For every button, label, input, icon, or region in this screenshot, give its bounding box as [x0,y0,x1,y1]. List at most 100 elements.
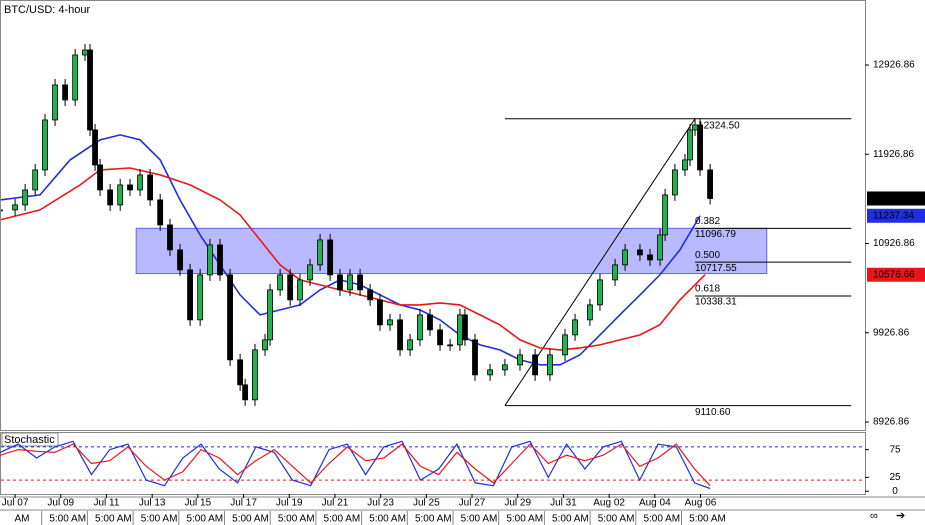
candle [622,249,629,266]
price-badge-label: 11431.00 [873,193,914,204]
candle [297,279,303,301]
candle [472,339,478,376]
candle [262,339,268,351]
moving-average [0,167,706,351]
time-label: 5:00 AM [506,514,543,525]
x-tick-label: Jul 13 [139,498,166,509]
stoch-tick-label: 0 [892,486,898,497]
candle [672,169,678,196]
time-label: 5:00 AM [49,514,86,525]
price-badge-label: 10576.66 [873,269,915,280]
x-tick-label: Jul 29 [504,498,531,509]
candle [317,239,323,266]
time-label: 5:00 AM [95,514,132,525]
x-tick-label: Jul 25 [413,498,440,509]
stoch-line [0,443,711,487]
chart-title: BTC/USD: 4-hour [4,4,91,16]
candle [307,264,313,281]
time-label: 5:00 AM [598,514,635,525]
time-label: 5:00 AM [643,514,680,525]
candle [547,354,553,376]
candle [117,184,124,206]
candle [377,299,383,326]
fib-value: 11096.79 [695,229,736,240]
stoch-title-bg [1,432,59,447]
price-frame [0,0,866,431]
candle [367,289,374,301]
time-label: 5:00 AM [369,514,406,525]
x-tick-label: Aug 06 [685,498,717,509]
x-tick-label: Jul 17 [230,498,257,509]
link-icon[interactable]: ∞ [870,510,878,522]
candle [407,339,414,351]
candle [687,129,693,161]
candle [707,169,713,199]
candle [32,169,39,191]
price-panel [0,43,852,407]
time-label: AM [15,514,30,525]
stoch-tick-label: 75 [889,444,901,455]
candle [107,189,114,206]
candle [97,164,103,191]
candle [587,304,593,321]
candle [682,159,688,171]
candle [237,359,244,386]
fib-value: 10338.31 [695,297,737,308]
x-tick-label: Jul 21 [322,498,349,509]
fib-ratio: 0.500 [695,250,720,261]
candle [227,274,233,361]
time-label: 5:00 AM [461,514,498,525]
time-label: 5:00 AM [278,514,315,525]
candle [532,354,538,376]
stoch-frame [0,432,866,495]
candle [447,344,453,347]
x-tick-label: Jul 23 [367,498,394,509]
time-label: 5:00 AM [324,514,361,525]
candle [502,364,508,371]
candle [562,334,568,356]
time-label: 5:00 AM [689,514,726,525]
candle [242,384,249,401]
x-tick-label: Aug 02 [593,498,625,509]
candle [52,84,58,121]
fib-ratio: 0.618 [695,284,720,295]
y-tick-label: 8926.86 [873,417,910,428]
candle [62,84,69,101]
candle [697,124,703,171]
candle [612,264,618,281]
y-tick-label: 10926.86 [873,238,915,249]
time-label: 5:00 AM [232,514,269,525]
arrow-icon[interactable]: ➔ [896,510,905,522]
candle [252,349,258,401]
y-tick-label: 9926.86 [873,327,910,338]
candle [92,129,98,166]
fib-ratio: 0.382 [695,216,720,227]
price-badge [867,267,925,282]
candle [662,194,668,236]
candle [167,224,173,251]
candle [127,184,133,191]
fib-low-label: 9110.60 [695,407,731,418]
candle [397,319,403,351]
candle [157,199,164,226]
y-tick-label: 11926.86 [873,149,914,160]
candle [347,274,353,291]
candle [437,329,443,346]
x-tick-label: Jul 31 [550,498,577,509]
candle [147,174,154,201]
x-tick-label: Aug 04 [639,498,671,509]
candle [457,314,463,346]
candle [357,274,363,291]
price-badge [867,208,925,223]
candle [22,189,29,206]
price-badge-label: 11237.34 [873,210,914,221]
candle [337,274,343,291]
time-label: 5:00 AM [186,514,223,525]
time-label: 5:00 AM [552,514,589,525]
candle [187,269,193,321]
y-tick-label: 12926.86 [873,60,915,71]
candle [647,254,653,261]
candle [692,124,698,131]
candle [287,274,294,301]
